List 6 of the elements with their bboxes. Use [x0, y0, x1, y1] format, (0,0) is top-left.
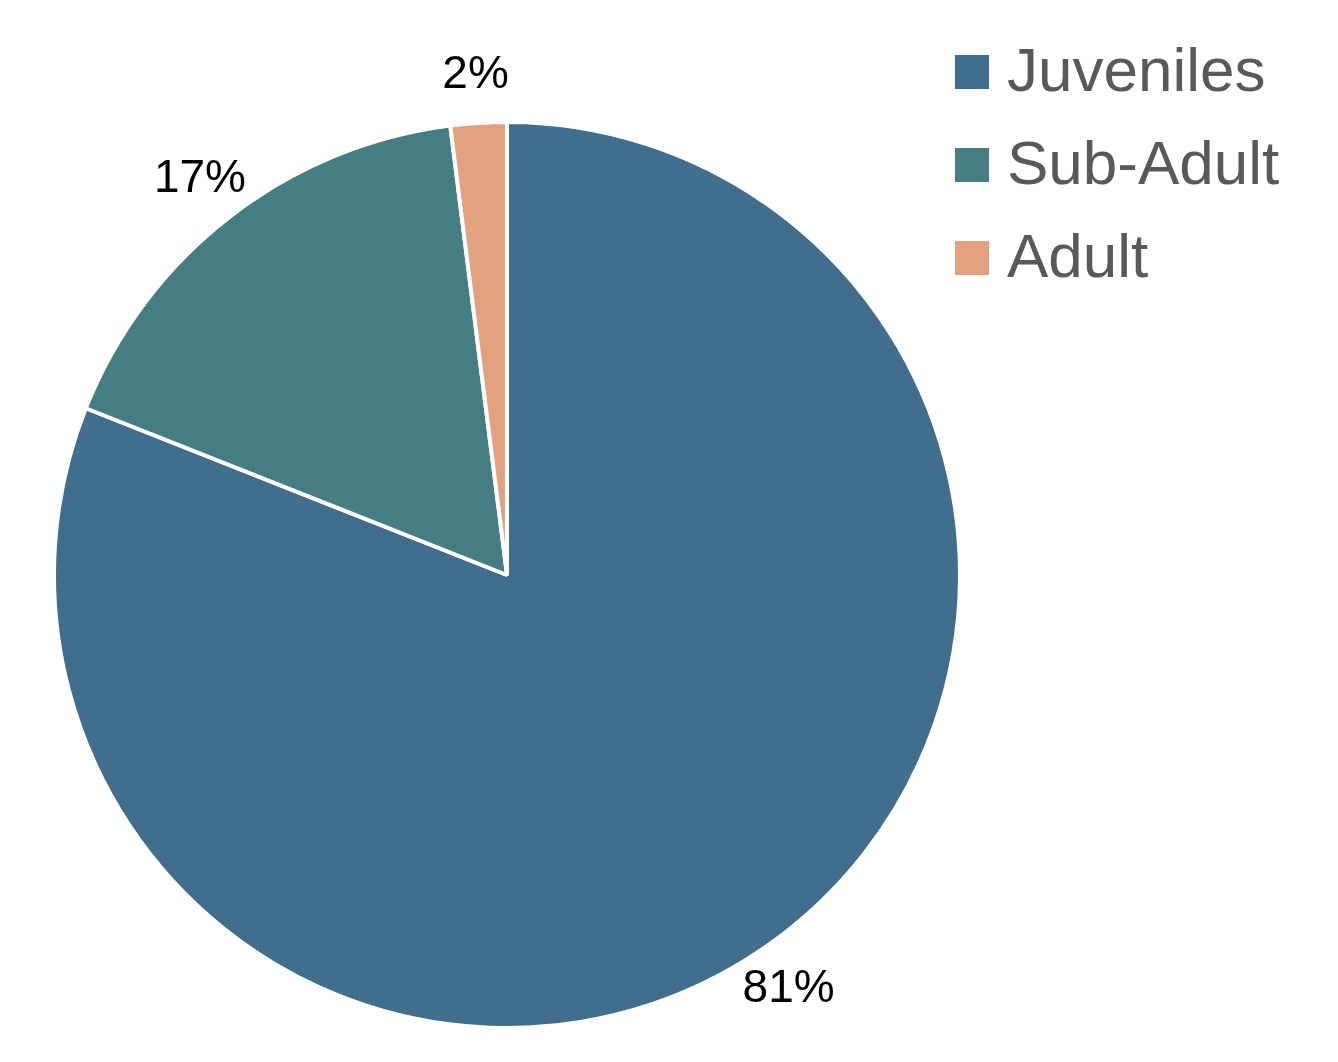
- legend-label: Sub-Adult: [1007, 128, 1280, 198]
- data-label: 17%: [153, 149, 246, 202]
- data-label: 2%: [442, 45, 509, 98]
- legend-label: Adult: [1007, 221, 1149, 291]
- data-label: 81%: [742, 960, 835, 1013]
- legend-label: Juveniles: [1007, 35, 1266, 105]
